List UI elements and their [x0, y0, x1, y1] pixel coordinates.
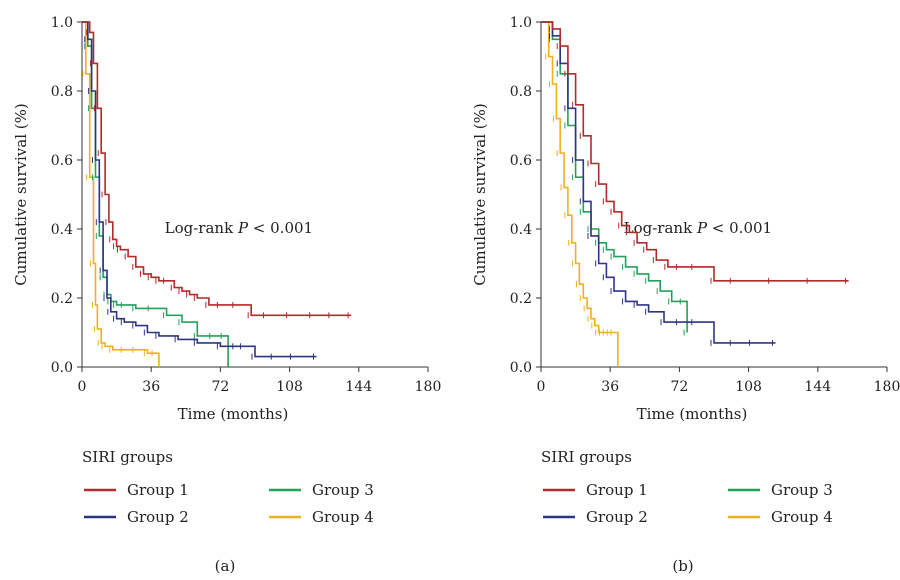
y-tick-label: 0.0 [51, 360, 73, 376]
log-rank-annotation: Log-rank P < 0.001 [165, 219, 313, 237]
legend-label-group-1: Group 1 [586, 481, 648, 499]
x-axis-label: Time (months) [637, 405, 748, 423]
series-line-group-2 [82, 21, 317, 358]
x-tick-label: 36 [142, 379, 160, 395]
series-line-group-4 [82, 21, 160, 367]
log-rank-annotation: Log-rank P < 0.001 [624, 219, 772, 237]
x-tick-label: 144 [804, 379, 831, 395]
x-tick-label: 36 [601, 379, 619, 395]
series-line-group-1 [541, 21, 849, 282]
series-line-group-3 [82, 21, 229, 367]
legend-label-group-2: Group 2 [127, 508, 189, 526]
x-tick-label: 72 [670, 379, 688, 395]
chart-panel-a: 0 36 72 108 144 180 0.0 0.2 0.4 0.6 0.8 1.0 Time (mo… [12, 15, 441, 423]
y-tick-label: 0.6 [510, 153, 532, 169]
y-tick-label: 0.2 [51, 291, 73, 307]
y-tick-label: 0.4 [51, 222, 73, 238]
legend-label-group-3: Group 3 [771, 481, 833, 499]
panel-label-b: (b) [672, 557, 693, 575]
x-tick-label: 72 [211, 379, 229, 395]
legend-panel-a: SIRI groups Group 1 Group 2 Group 3 Group 4 [82, 448, 374, 526]
y-tick-label: 0.8 [51, 84, 73, 100]
legend-title: SIRI groups [541, 448, 632, 466]
x-tick-label: 108 [735, 379, 762, 395]
legend-label-group-1: Group 1 [127, 481, 189, 499]
legend-panel-b: SIRI groups Group 1 Group 2 Group 3 Group 4 [541, 448, 833, 526]
x-tick-label: 144 [345, 379, 372, 395]
x-axis-label: Time (months) [178, 405, 289, 423]
legend-title: SIRI groups [82, 448, 173, 466]
legend-label-group-3: Group 3 [312, 481, 374, 499]
legend-label-group-4: Group 4 [312, 508, 374, 526]
legend-label-group-2: Group 2 [586, 508, 648, 526]
y-tick-label: 0.6 [51, 153, 73, 169]
panel-label-a: (a) [215, 557, 236, 575]
y-tick-label: 0.0 [510, 360, 532, 376]
y-tick-label: 0.4 [510, 222, 532, 238]
y-axis-label: Cumulative survival (%) [471, 103, 489, 285]
x-tick-label: 108 [276, 379, 303, 395]
y-axis-label: Cumulative survival (%) [12, 103, 30, 285]
y-tick-label: 0.8 [510, 84, 532, 100]
series-line-group-2 [541, 21, 776, 344]
x-tick-label: 180 [415, 379, 442, 395]
x-tick-label: 0 [78, 379, 87, 395]
y-tick-label: 1.0 [51, 15, 73, 31]
y-tick-label: 1.0 [510, 15, 532, 31]
legend-label-group-4: Group 4 [771, 508, 833, 526]
x-tick-label: 180 [874, 379, 900, 395]
chart-panel-b: 0 36 72 108 144 180 0.0 0.2 0.4 0.6 0.8 1.0 Time (mo… [471, 15, 900, 423]
series-line-group-1 [82, 21, 352, 317]
y-tick-label: 0.2 [510, 291, 532, 307]
x-tick-label: 0 [537, 379, 546, 395]
